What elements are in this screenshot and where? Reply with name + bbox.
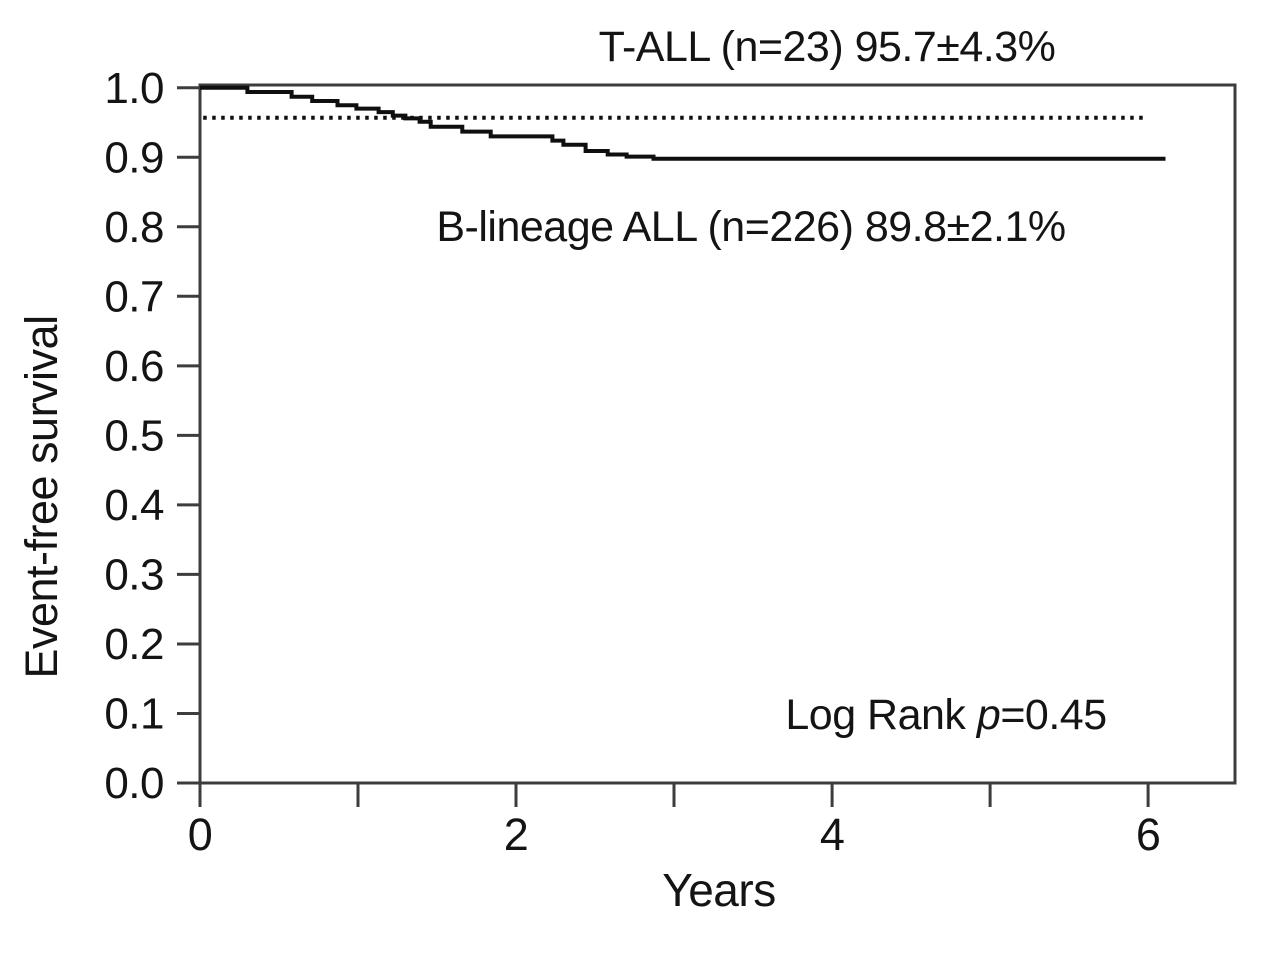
y-axis-tick-label: 1.0 xyxy=(104,64,164,113)
y-axis-tick-label: 0.9 xyxy=(104,133,164,182)
y-axis-tick-label: 0.2 xyxy=(104,620,164,669)
y-axis-tick-label: 0.1 xyxy=(104,690,164,739)
annotation-log-rank-p: Log Rank p=0.45 xyxy=(785,691,1106,739)
series-curve-b-lineage-all xyxy=(200,85,1166,161)
y-axis-tick-label: 0.4 xyxy=(104,481,164,530)
y-axis-tick-label: 0.7 xyxy=(104,272,164,321)
x-axis-tick-label: 2 xyxy=(504,809,529,860)
x-axis-tick-label: 4 xyxy=(820,809,845,860)
annotation-b-lineage-label: B-lineage ALL (n=226) 89.8±2.1% xyxy=(436,203,1065,251)
x-axis-tick-label: 0 xyxy=(188,809,213,860)
y-axis-tick-label: 0.3 xyxy=(104,550,164,599)
y-axis-title: Event-free survival xyxy=(16,315,67,678)
y-axis-tick-label: 0.6 xyxy=(104,342,164,391)
x-axis-title: Years xyxy=(662,864,775,916)
y-axis-tick-label: 0.0 xyxy=(104,759,164,808)
y-axis-tick-label: 0.8 xyxy=(104,203,164,252)
x-axis-tick-label: 6 xyxy=(1136,809,1161,860)
y-axis-tick-label: 0.5 xyxy=(104,411,164,460)
annotation-t-all-label: T-ALL (n=23) 95.7±4.3% xyxy=(599,23,1056,71)
plot-frame xyxy=(198,83,1237,785)
